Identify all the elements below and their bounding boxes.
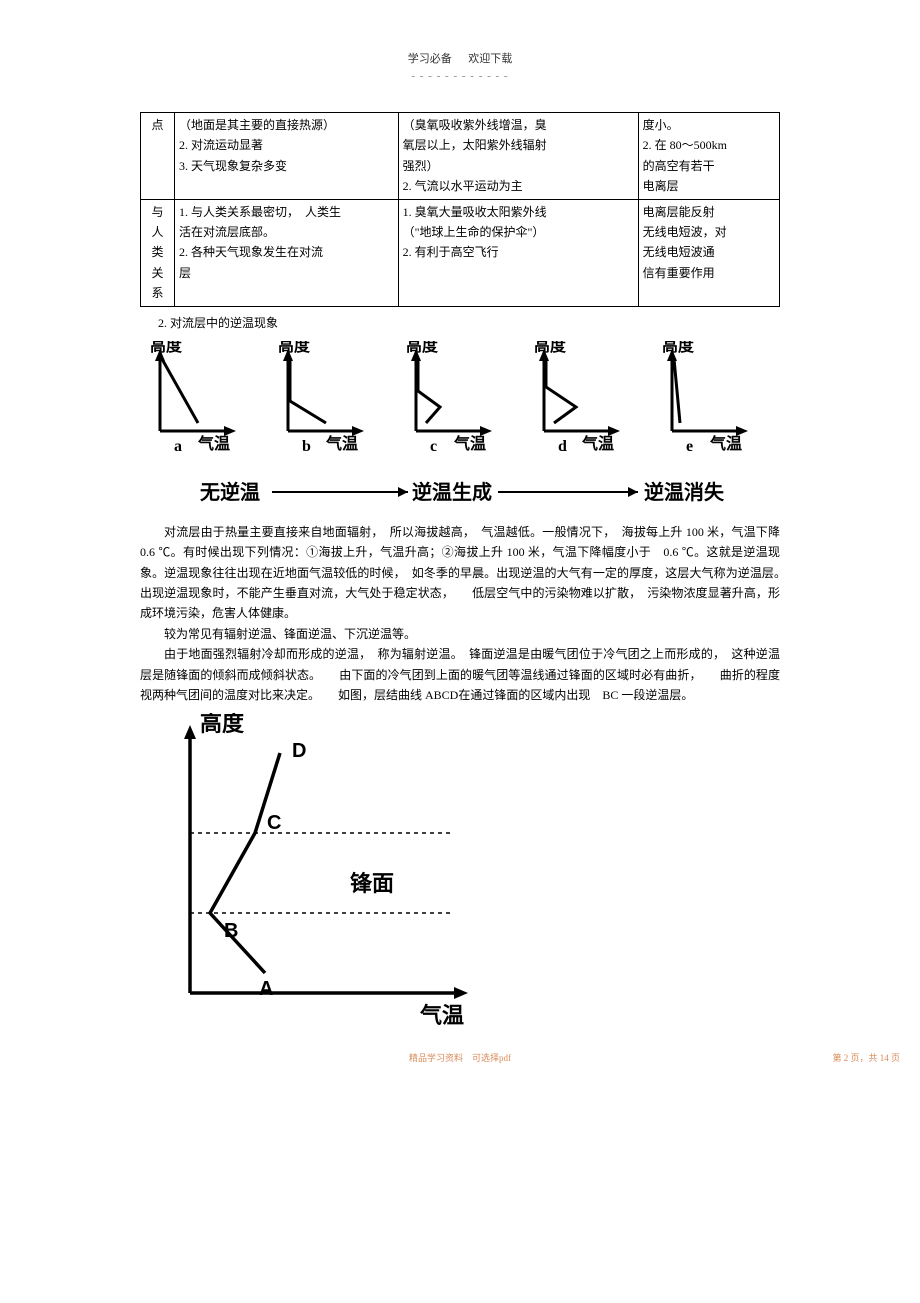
cell-text: 电离层 — [643, 179, 679, 193]
cell-stratosphere-human: 1. 臭氧大量吸收太阳紫外线 （"地球上生命的保护伞"） 2. 有利于高空飞行 — [398, 199, 638, 306]
temperature-profile — [210, 753, 280, 973]
row-label: 点 — [141, 113, 175, 200]
x-axis-arrow — [454, 987, 468, 999]
cell-stratosphere-features: （臭氧吸收紫外线增温，臭 氧层以上，太阳紫外线辐射 强烈） 2. 气流以水平运动… — [398, 113, 638, 200]
point-a-label: A — [259, 978, 273, 1000]
flow-inversion-gone: 逆温消失 — [644, 480, 725, 504]
cell-text: 2. 有利于高空飞行 — [403, 245, 499, 259]
footer-center: 精品学习资料 可选择pdf — [140, 1051, 780, 1064]
cell-text: （"地球上生命的保护伞"） — [403, 225, 545, 239]
inversion-charts-row: 高度气温 a 高度气温 b 高度气温 c 高度气温 d 高度气温 e 无逆温 逆温生成 逆温消失 — [140, 341, 780, 516]
cell-text: 强烈） — [403, 159, 439, 173]
header-right: 欢迎下载 — [468, 53, 512, 65]
chart-sub-label: e — [686, 438, 693, 455]
y-axis-label: 高度 — [406, 341, 439, 355]
paragraph-1: 对流层由于热量主要直接来自地面辐射， 所以海拔越高， 气温越低。一般情况下， 海… — [140, 522, 780, 624]
cell-text: 关 — [151, 266, 163, 280]
cell-text: 层 — [179, 266, 191, 280]
cell-upper-features: 度小。 2. 在 80～500km 的高空有若干 电离层 — [638, 113, 779, 200]
cell-text: 2. 气流以水平运动为主 — [403, 179, 523, 193]
flow-inversion-form: 逆温生成 — [412, 480, 492, 504]
inversion-charts-svg: 高度气温 a 高度气温 b 高度气温 c 高度气温 d 高度气温 e 无逆温 逆温生成 逆温消失 — [140, 341, 780, 511]
chart-sub-label: d — [558, 438, 567, 455]
temperature-curve — [418, 359, 440, 423]
cell-text: 类 — [151, 245, 163, 259]
cell-text: （臭氧吸收紫外线增温，臭 — [403, 118, 547, 132]
table-row: 点 （地面是其主要的直接热源） 2. 对流运动显著 3. 天气现象复杂多变 （臭… — [141, 113, 780, 200]
cell-text: 人 — [151, 225, 163, 239]
cell-text: 1. 臭氧大量吸收太阳紫外线 — [403, 205, 547, 219]
cell-text: 电离层能反射 — [643, 205, 715, 219]
temperature-curve — [162, 359, 198, 423]
table-row: 与 人 类 关 系 1. 与人类关系最密切， 人类生 活在对流层底部。 2. 各… — [141, 199, 780, 306]
atmosphere-table: 点 （地面是其主要的直接热源） 2. 对流运动显著 3. 天气现象复杂多变 （臭… — [140, 112, 780, 307]
chart-sub-label: c — [430, 438, 437, 455]
cell-text: 活在对流层底部。 — [179, 225, 275, 239]
paragraph-3: 由于地面强烈辐射冷却而形成的逆温， 称为辐射逆温。 锋面逆温是由暖气团位于冷气团… — [140, 644, 780, 705]
paragraph-block: 对流层由于热量主要直接来自地面辐射， 所以海拔越高， 气温越低。一般情况下， 海… — [140, 522, 780, 706]
flow-arrowhead — [628, 487, 638, 497]
y-axis-label: 高度 — [200, 713, 245, 736]
cell-text: 3. 天气现象复杂多变 — [179, 159, 287, 173]
cell-text: 2. 在 80～500km — [643, 138, 727, 152]
y-axis-label: 高度 — [278, 341, 311, 355]
temperature-curve — [290, 359, 326, 423]
flow-arrowhead — [398, 487, 408, 497]
flow-no-inversion: 无逆温 — [200, 480, 260, 504]
chart-sub-label: a — [174, 438, 182, 455]
front-label: 锋面 — [350, 871, 394, 896]
cell-text: 系 — [151, 286, 163, 300]
cell-text: 信有重要作用 — [643, 266, 715, 280]
cell-text: 无线电短波，对 — [643, 225, 727, 239]
point-c-label: C — [267, 812, 281, 834]
y-axis-arrow — [184, 725, 196, 739]
cell-text: （地面是其主要的直接热源） — [179, 118, 335, 132]
chart-sub-label: b — [302, 438, 311, 455]
cell-troposphere-human: 1. 与人类关系最密切， 人类生 活在对流层底部。 2. 各种天气现象发生在对流… — [174, 199, 398, 306]
cell-text: 1. 与人类关系最密切， 人类生 — [179, 205, 341, 219]
paragraph-2: 较为常见有辐射逆温、锋面逆温、下沉逆温等。 — [140, 624, 780, 644]
cell-text: 2. 对流运动显著 — [179, 138, 263, 152]
frontal-inversion-chart: 高度 气温 锋面 D C B A — [150, 713, 780, 1038]
row-label-human: 与 人 类 关 系 — [141, 199, 175, 306]
cell-troposphere-features: （地面是其主要的直接热源） 2. 对流运动显著 3. 天气现象复杂多变 — [174, 113, 398, 200]
x-axis-label: 气温 — [709, 434, 742, 453]
x-axis-label: 气温 — [419, 1003, 464, 1028]
cell-text: 无线电短波通 — [643, 245, 715, 259]
header-underline: - - - - - - - - - - - - — [140, 70, 780, 82]
y-axis-label: 高度 — [534, 341, 567, 355]
cell-upper-human: 电离层能反射 无线电短波，对 无线电短波通 信有重要作用 — [638, 199, 779, 306]
header-left: 学习必备 — [408, 53, 452, 65]
y-axis-label: 高度 — [150, 341, 183, 355]
x-axis-label: 气温 — [453, 434, 486, 453]
y-axis-label: 高度 — [662, 341, 695, 355]
x-axis-label: 气温 — [325, 434, 358, 453]
cell-text: 氧层以上，太阳紫外线辐射 — [403, 138, 547, 152]
page-footer: 精品学习资料 可选择pdf 第 2 页，共 14 页 — [140, 1051, 780, 1064]
footer-page-number: 第 2 页，共 14 页 — [832, 1051, 900, 1064]
cell-text: 度小。 — [643, 118, 679, 132]
x-axis-label: 气温 — [197, 434, 230, 453]
cell-text: 的高空有若干 — [643, 159, 715, 173]
frontal-chart-svg: 高度 气温 锋面 D C B A — [150, 713, 510, 1033]
temperature-curve — [546, 359, 576, 423]
x-axis-label: 气温 — [581, 434, 614, 453]
point-b-label: B — [224, 920, 238, 942]
page-header: 学习必备 欢迎下载 — [140, 50, 780, 66]
cell-text: 2. 各种天气现象发生在对流 — [179, 245, 323, 259]
point-d-label: D — [292, 740, 306, 762]
section-2-title: 2. 对流层中的逆温现象 — [158, 313, 780, 333]
document-page: 学习必备 欢迎下载 - - - - - - - - - - - - 点 （地面是… — [0, 0, 920, 1082]
temperature-curve — [674, 359, 680, 423]
cell-text: 与 — [151, 205, 163, 219]
